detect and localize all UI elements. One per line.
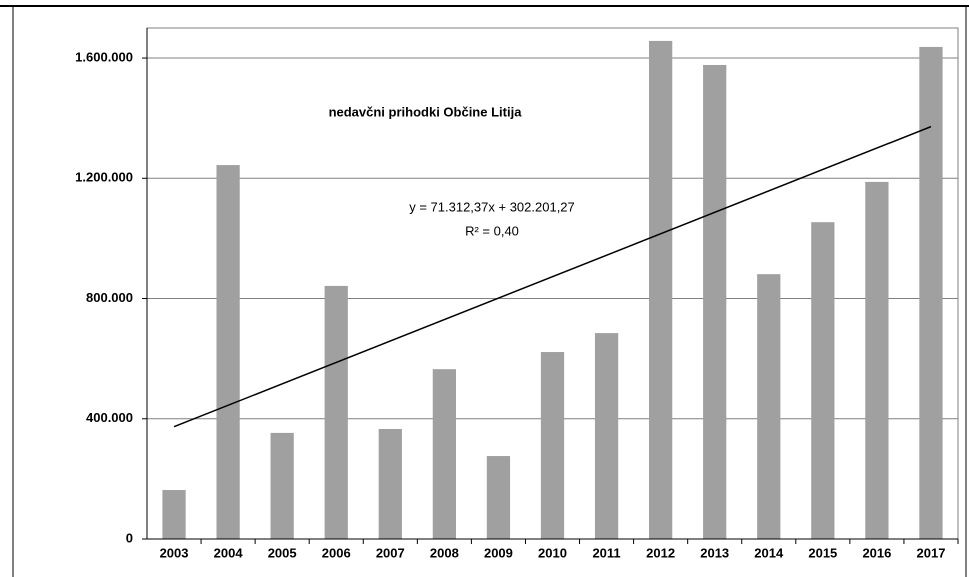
trendline <box>173 125 932 428</box>
x-tick-label: 2006 <box>322 545 351 560</box>
x-tick-label: 2017 <box>917 545 946 560</box>
x-tick-label: 2007 <box>376 545 405 560</box>
chart-title: nedavčni prihodki Občine Litija <box>329 104 523 119</box>
x-tick-label: 2009 <box>484 545 513 560</box>
bar <box>432 369 456 539</box>
bar <box>324 285 348 539</box>
y-tick-label: 1.600.000 <box>75 49 133 64</box>
x-tick-label: 2012 <box>646 545 675 560</box>
x-tick-label: 2016 <box>862 545 891 560</box>
x-tick-label: 2013 <box>700 545 729 560</box>
bar <box>378 428 402 539</box>
x-tick-label: 2005 <box>268 545 297 560</box>
x-tick-label: 2003 <box>160 545 189 560</box>
bar <box>811 222 835 539</box>
y-tick-label: 400.000 <box>86 410 133 425</box>
bar <box>486 456 511 539</box>
bar <box>594 333 619 539</box>
trend-r-squared: R² = 0,40 <box>465 223 519 238</box>
bar <box>216 165 240 539</box>
y-tick-label: 0 <box>126 530 133 545</box>
bar <box>865 181 889 539</box>
y-tick-label: 800.000 <box>86 290 133 305</box>
bar <box>757 274 781 539</box>
x-tick-label: 2014 <box>754 545 784 560</box>
bar <box>919 46 943 539</box>
x-tick-label: 2010 <box>538 545 567 560</box>
y-tick-label: 1.200.000 <box>75 170 133 185</box>
x-tick-label: 2008 <box>430 545 459 560</box>
x-tick-label: 2011 <box>592 545 620 560</box>
trend-equation: y = 71.312,37x + 302.201,27 <box>409 199 575 214</box>
x-tick-label: 2004 <box>214 545 244 560</box>
x-tick-label: 2015 <box>808 545 837 560</box>
bar <box>649 40 673 539</box>
bar <box>270 432 294 539</box>
bar <box>162 490 186 539</box>
bar <box>540 352 565 539</box>
bar <box>703 64 727 539</box>
